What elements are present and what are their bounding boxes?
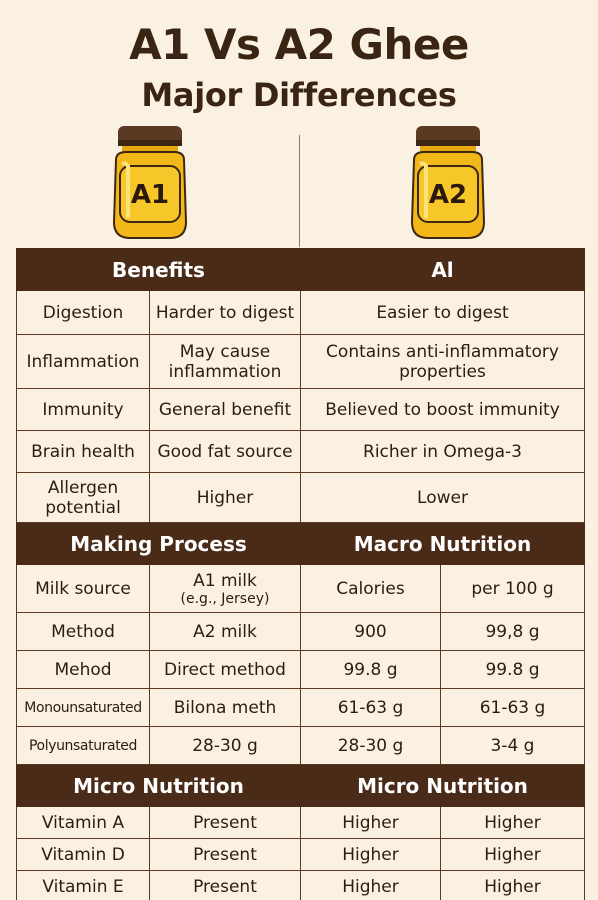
cell-line2: (e.g., Jersey) xyxy=(180,590,270,607)
a2-value: Easier to digest xyxy=(300,290,585,335)
table-row: Allergen potential Higher Lower xyxy=(16,472,585,523)
row-label: Immunity xyxy=(16,388,150,431)
a2-jar-icon: A2 xyxy=(404,126,492,242)
cell: Higher xyxy=(440,806,585,839)
row-label-line1: Allergen xyxy=(47,477,119,498)
a2-value: Believed to boost immunity xyxy=(300,388,585,431)
a2-value: Contains anti-inflammatory properties xyxy=(300,334,585,389)
cell: 900 xyxy=(300,612,441,651)
cell: Present xyxy=(149,806,301,839)
table-row: Method A2 milk 900 99,8 g xyxy=(16,612,585,651)
cell: Monounsaturated xyxy=(16,688,150,727)
comparison-table: Benefits Al Digestion Harder to digest E… xyxy=(16,248,585,900)
row-label: Digestion xyxy=(16,290,150,335)
table-row: Mehod Direct method 99.8 g 99.8 g xyxy=(16,650,585,689)
row-label: Allergen potential xyxy=(16,472,150,523)
row-label: Inflammation xyxy=(16,334,150,389)
a1-value: Good fat source xyxy=(149,430,301,473)
cell: Method xyxy=(16,612,150,651)
a1-value: Higher xyxy=(149,472,301,523)
table-row: Vitamin D Present Higher Higher xyxy=(16,838,585,871)
a2-value-line1: Contains anti-inflammatory xyxy=(326,341,559,362)
page-title: A1 Vs A2 Ghee xyxy=(129,20,469,69)
cell: Calories xyxy=(300,564,441,613)
micro-header: Micro Nutrition xyxy=(16,764,301,807)
cell: 99.8 g xyxy=(300,650,441,689)
table-row: Inflammation May cause inflammation Cont… xyxy=(16,334,585,389)
cell: Polyunsaturated xyxy=(16,726,150,765)
table-row: Polyunsaturated 28-30 g 28-30 g 3-4 g xyxy=(16,726,585,765)
table-row: Digestion Harder to digest Easier to dig… xyxy=(16,290,585,335)
table-row: Brain health Good fat source Richer in O… xyxy=(16,430,585,473)
cell: Higher xyxy=(300,838,441,871)
a2-value-line2: properties xyxy=(399,361,486,382)
cell-line1: A1 milk xyxy=(193,570,257,591)
a1-value: General benefit xyxy=(149,388,301,431)
a1-jar-label: A1 xyxy=(130,180,170,210)
cell: 99,8 g xyxy=(440,612,585,651)
cell: 61-63 g xyxy=(300,688,441,727)
a1-value-line1: May cause xyxy=(179,341,271,362)
a2-jar-label: A2 xyxy=(428,180,468,210)
cell: Present xyxy=(149,870,301,900)
cell: Higher xyxy=(440,870,585,900)
a1-value-line2: inflammation xyxy=(168,361,282,382)
cell: 28-30 g xyxy=(149,726,301,765)
divider xyxy=(299,135,300,247)
benefits-header-right: Al xyxy=(300,248,585,291)
cell: Present xyxy=(149,838,301,871)
cell: A1 milk (e.g., Jersey) xyxy=(149,564,301,613)
cell: 3-4 g xyxy=(440,726,585,765)
a1-value: Harder to digest xyxy=(149,290,301,335)
benefits-header-row: Benefits Al xyxy=(16,248,585,291)
cell: Bilona meth xyxy=(149,688,301,727)
row-label-line2: potential xyxy=(45,497,121,518)
row-label: Brain health xyxy=(16,430,150,473)
a2-value: Lower xyxy=(300,472,585,523)
table-row: Monounsaturated Bilona meth 61-63 g 61-6… xyxy=(16,688,585,727)
a1-value: May cause inflammation xyxy=(149,334,301,389)
cell: 61-63 g xyxy=(440,688,585,727)
micro-header-row: Micro Nutrition Micro Nutrition xyxy=(16,764,585,807)
cell: Higher xyxy=(440,838,585,871)
process-header-row: Making Process Macro Nutrition xyxy=(16,522,585,565)
benefits-header: Benefits xyxy=(16,248,301,291)
cell: 99.8 g xyxy=(440,650,585,689)
cell: Higher xyxy=(300,870,441,900)
a1-jar-icon: A1 xyxy=(106,126,194,242)
table-row: Immunity General benefit Believed to boo… xyxy=(16,388,585,431)
cell: per 100 g xyxy=(440,564,585,613)
cell: A2 milk xyxy=(149,612,301,651)
cell: Vitamin E xyxy=(16,870,150,900)
cell: Vitamin A xyxy=(16,806,150,839)
cell: Milk source xyxy=(16,564,150,613)
cell: 28-30 g xyxy=(300,726,441,765)
cell: Vitamin D xyxy=(16,838,150,871)
micro-header-right: Micro Nutrition xyxy=(300,764,585,807)
cell: Mehod xyxy=(16,650,150,689)
table-row: Milk source A1 milk (e.g., Jersey) Calor… xyxy=(16,564,585,613)
page-subtitle: Major Differences xyxy=(141,76,457,114)
macro-header: Macro Nutrition xyxy=(300,522,585,565)
a2-value: Richer in Omega-3 xyxy=(300,430,585,473)
cell: Higher xyxy=(300,806,441,839)
process-header: Making Process xyxy=(16,522,301,565)
cell: Direct method xyxy=(149,650,301,689)
table-row: Vitamin A Present Higher Higher xyxy=(16,806,585,839)
table-row: Vitamin E Present Higher Higher xyxy=(16,870,585,900)
